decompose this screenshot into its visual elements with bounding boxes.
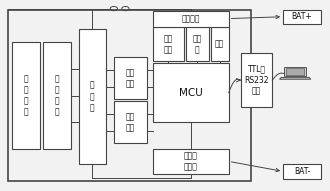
FancyBboxPatch shape	[12, 42, 40, 149]
FancyBboxPatch shape	[8, 10, 251, 181]
FancyBboxPatch shape	[283, 10, 321, 24]
Text: BAT-: BAT-	[294, 167, 310, 176]
Text: 充
电
均
衡: 充 电 均 衡	[54, 74, 59, 117]
Text: 温度
检测: 温度 检测	[126, 112, 135, 132]
Text: 电压
检测: 电压 检测	[126, 68, 135, 88]
FancyBboxPatch shape	[153, 149, 229, 174]
Text: MCU: MCU	[179, 88, 203, 98]
Text: 电量
计: 电量 计	[193, 34, 202, 54]
FancyBboxPatch shape	[153, 63, 229, 122]
FancyBboxPatch shape	[186, 27, 209, 61]
Text: 采样电阻: 采样电阻	[182, 14, 200, 23]
Polygon shape	[284, 67, 306, 76]
Text: 电源: 电源	[215, 39, 224, 49]
Text: TTL转
RS232
模块: TTL转 RS232 模块	[244, 65, 269, 96]
Polygon shape	[280, 77, 311, 79]
FancyBboxPatch shape	[114, 57, 147, 99]
FancyBboxPatch shape	[153, 27, 184, 61]
FancyBboxPatch shape	[241, 53, 272, 107]
FancyBboxPatch shape	[211, 27, 229, 61]
FancyBboxPatch shape	[43, 42, 71, 149]
Text: 二
级
保
护: 二 级 保 护	[23, 74, 28, 117]
Text: 保护执
行电路: 保护执 行电路	[184, 151, 198, 172]
FancyBboxPatch shape	[79, 29, 106, 164]
Text: BAT+: BAT+	[292, 12, 313, 21]
FancyBboxPatch shape	[283, 164, 321, 179]
Text: 存储
设备: 存储 设备	[164, 34, 173, 54]
Text: 电
池
串: 电 池 串	[90, 81, 95, 112]
FancyBboxPatch shape	[153, 11, 229, 27]
FancyBboxPatch shape	[114, 101, 147, 143]
Polygon shape	[286, 68, 304, 75]
